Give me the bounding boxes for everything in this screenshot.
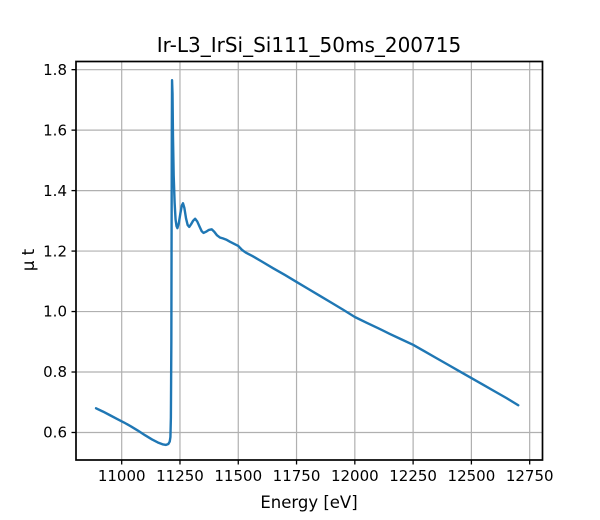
y-tick-label: 1.6	[43, 121, 67, 139]
spectrum-line	[94, 79, 520, 447]
x-tick-label: 11750	[273, 467, 321, 485]
x-tick-label: 11500	[214, 467, 262, 485]
x-tick-label: 12250	[389, 467, 437, 485]
x-axis-label: Energy [eV]	[260, 493, 357, 512]
tick-layer: 11000 11250 11500 11750 12000 12250 12500 12750…	[43, 61, 553, 485]
y-tick-label: 1.0	[43, 303, 67, 321]
x-tick-label: 12750	[506, 467, 554, 485]
chart-title: Ir-L3_IrSi_Si111_50ms_200715	[157, 33, 461, 57]
axis-layer	[75, 60, 544, 461]
axes-spines	[75, 60, 544, 461]
y-tick-label: 0.8	[43, 363, 67, 381]
x-tick-label: 12000	[331, 467, 379, 485]
x-tick-label: 12500	[448, 467, 496, 485]
x-tick-label: 11000	[98, 467, 146, 485]
y-tick-label: 1.4	[43, 182, 67, 200]
y-tick-label: 1.2	[43, 242, 67, 260]
grid-layer	[76, 61, 543, 460]
data-layer	[94, 79, 520, 447]
y-tick-label: 0.6	[43, 424, 67, 442]
x-tick-label: 11250	[156, 467, 204, 485]
y-axis-label: μ t	[19, 248, 38, 271]
y-tick-label: 1.8	[43, 61, 67, 79]
